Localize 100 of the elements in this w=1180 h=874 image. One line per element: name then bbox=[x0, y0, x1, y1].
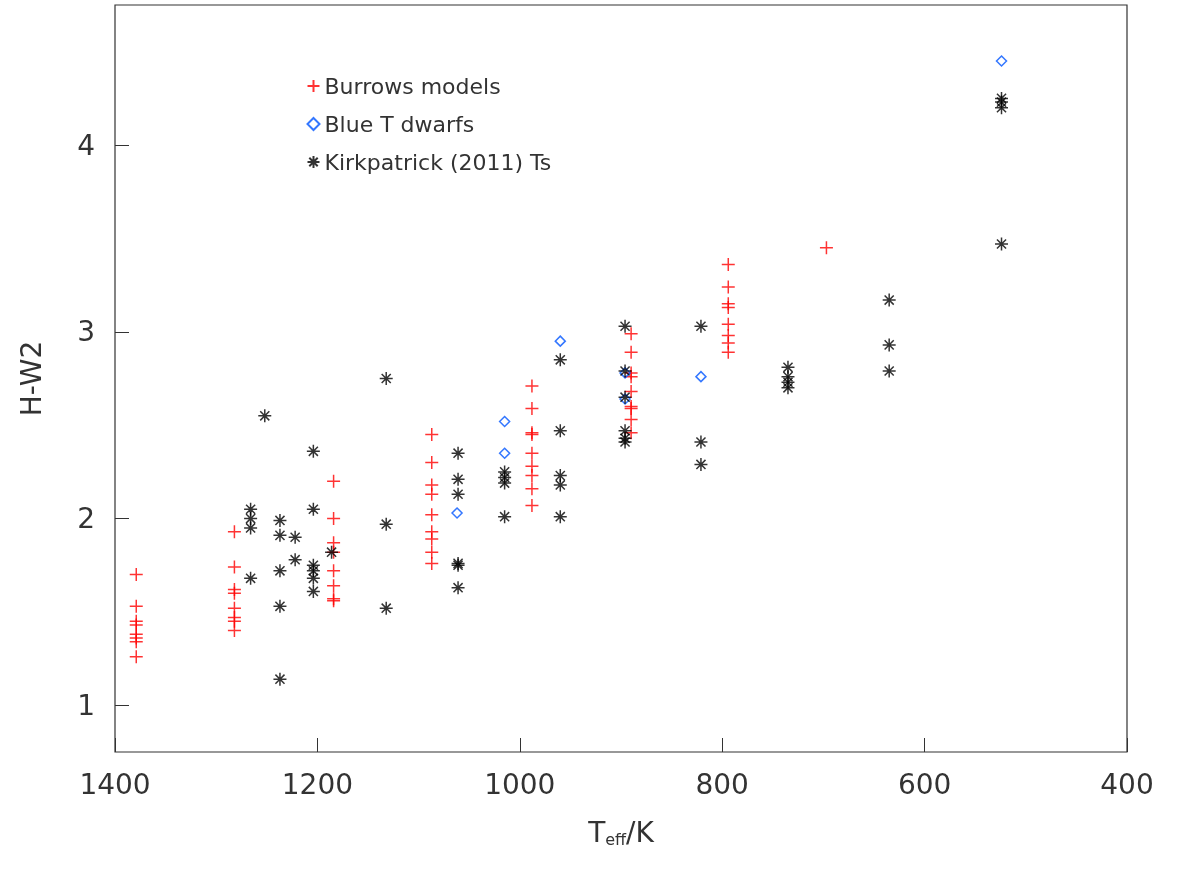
point bbox=[693, 318, 709, 334]
point bbox=[227, 586, 242, 601]
point bbox=[243, 511, 258, 526]
point bbox=[554, 335, 567, 347]
point bbox=[378, 371, 394, 386]
point bbox=[450, 487, 466, 502]
point bbox=[497, 509, 512, 524]
y-tick-label: 1 bbox=[77, 688, 95, 722]
point bbox=[498, 447, 511, 459]
point bbox=[721, 345, 736, 360]
x-tick-label: 1400 bbox=[79, 767, 151, 801]
point bbox=[326, 473, 341, 489]
point bbox=[881, 363, 897, 379]
point bbox=[326, 563, 341, 579]
point bbox=[524, 468, 540, 483]
point bbox=[287, 552, 303, 567]
point bbox=[881, 337, 897, 353]
point bbox=[129, 567, 144, 582]
y-tick-label: 2 bbox=[77, 502, 95, 536]
point bbox=[424, 531, 440, 547]
point bbox=[272, 513, 288, 528]
point bbox=[306, 501, 321, 517]
point bbox=[227, 559, 242, 575]
point bbox=[619, 367, 631, 379]
point bbox=[524, 378, 540, 394]
point bbox=[780, 369, 796, 384]
point bbox=[994, 94, 1009, 110]
point bbox=[524, 498, 540, 513]
point bbox=[326, 511, 341, 526]
point bbox=[695, 370, 707, 383]
point bbox=[553, 352, 568, 368]
y-axis-title: H-W2 bbox=[14, 340, 48, 417]
point bbox=[721, 257, 736, 272]
legend-label: Kirkpatrick (2011) Ts bbox=[324, 149, 552, 175]
point bbox=[378, 516, 394, 532]
point bbox=[424, 507, 440, 523]
point bbox=[129, 634, 144, 650]
point bbox=[623, 412, 639, 427]
point bbox=[272, 528, 288, 543]
point bbox=[498, 415, 511, 428]
point bbox=[272, 599, 288, 614]
point bbox=[553, 477, 568, 493]
point bbox=[424, 455, 440, 470]
point bbox=[524, 445, 540, 461]
point bbox=[424, 544, 440, 560]
point bbox=[721, 317, 736, 332]
x-tick-label: 1000 bbox=[484, 767, 556, 801]
point bbox=[451, 507, 463, 519]
point bbox=[287, 529, 303, 545]
x-tick-label: 600 bbox=[897, 767, 952, 801]
point bbox=[553, 468, 568, 483]
point bbox=[272, 563, 288, 579]
point bbox=[994, 100, 1009, 115]
point bbox=[424, 487, 440, 502]
point bbox=[780, 380, 796, 396]
point bbox=[243, 520, 258, 536]
point bbox=[129, 599, 144, 614]
point bbox=[721, 279, 736, 295]
legend-label: Blue T dwarfs bbox=[324, 111, 475, 137]
point bbox=[623, 345, 639, 360]
point bbox=[306, 563, 321, 579]
point bbox=[524, 481, 540, 496]
point bbox=[553, 509, 568, 524]
point bbox=[424, 556, 440, 571]
point bbox=[623, 326, 639, 341]
point bbox=[623, 384, 639, 399]
point bbox=[819, 240, 834, 256]
point bbox=[243, 571, 258, 586]
point bbox=[378, 600, 394, 616]
point bbox=[553, 423, 568, 439]
legend-label: Burrows models bbox=[324, 73, 501, 99]
point bbox=[721, 300, 736, 315]
point bbox=[450, 472, 466, 487]
point bbox=[780, 360, 796, 375]
x-tick-label: 1200 bbox=[281, 767, 354, 801]
point bbox=[326, 578, 341, 594]
point bbox=[524, 401, 540, 416]
point bbox=[227, 623, 242, 638]
x-axis-title: Teff/K bbox=[587, 815, 655, 849]
y-tick-label: 3 bbox=[77, 315, 95, 349]
point bbox=[693, 457, 709, 472]
point bbox=[450, 445, 466, 461]
point bbox=[497, 470, 512, 485]
point bbox=[306, 584, 321, 599]
point bbox=[129, 649, 144, 665]
point bbox=[619, 393, 631, 405]
point bbox=[306, 558, 321, 573]
y-tick-label: 4 bbox=[77, 128, 95, 162]
point bbox=[780, 374, 796, 390]
point bbox=[243, 501, 258, 517]
point bbox=[617, 318, 633, 334]
point bbox=[617, 434, 633, 450]
point bbox=[306, 571, 321, 586]
x-tick-label: 400 bbox=[1100, 767, 1154, 801]
point bbox=[227, 524, 242, 539]
point bbox=[272, 671, 288, 687]
point bbox=[306, 444, 321, 459]
point bbox=[693, 434, 709, 450]
point bbox=[881, 292, 897, 308]
point bbox=[994, 236, 1009, 252]
